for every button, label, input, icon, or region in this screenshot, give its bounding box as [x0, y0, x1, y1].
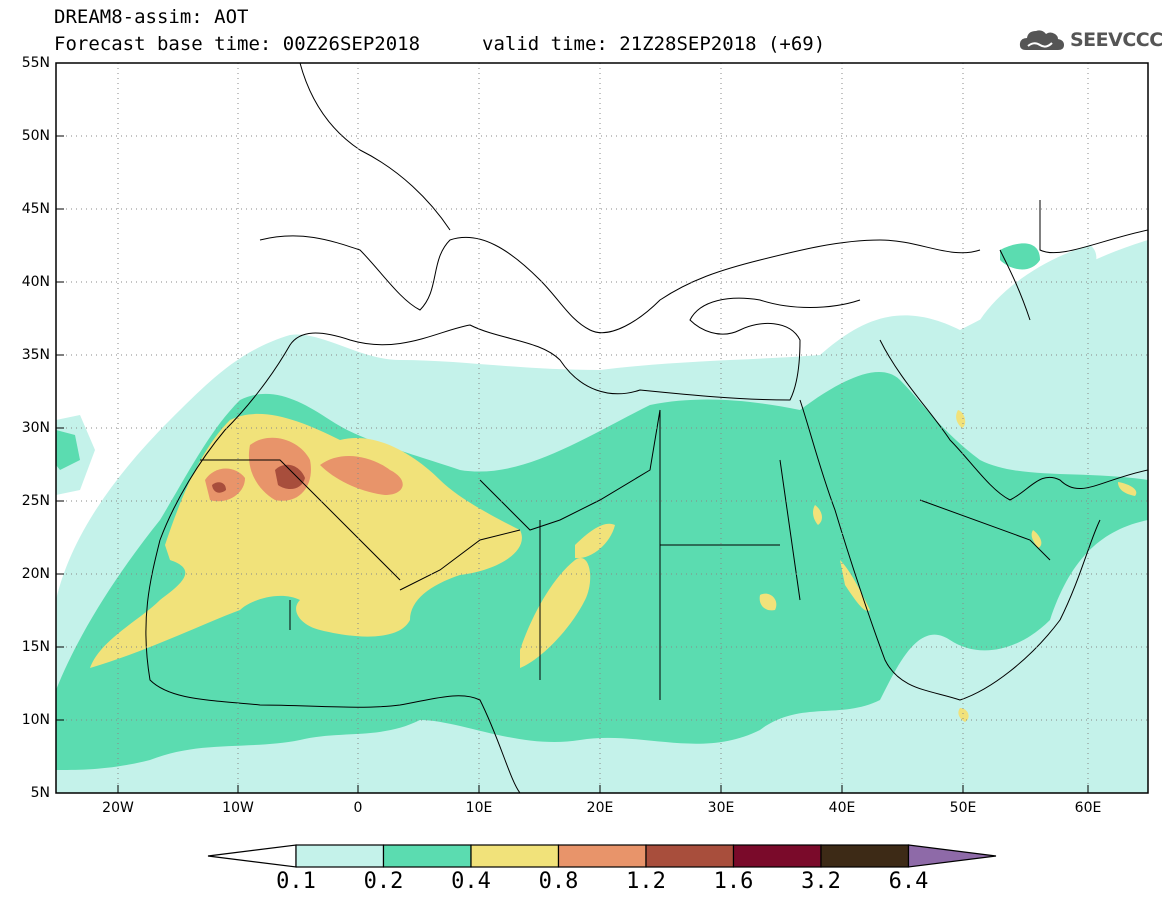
colorbar-label-3.2: 3.2	[801, 869, 841, 894]
lon-label-10e: 10E	[465, 800, 493, 816]
lon-label-50e: 50E	[949, 800, 977, 816]
colorbar-under-arrow	[207, 844, 297, 868]
lon-label-60e: 60E	[1074, 800, 1102, 816]
lat-label-30n: 30N	[21, 420, 50, 436]
colorbar-bin-6	[732, 844, 822, 868]
lat-label-55n: 55N	[21, 55, 50, 71]
logo-text: SEEVCCC	[1070, 29, 1163, 51]
colorbar-label-0.4: 0.4	[451, 869, 491, 894]
lat-label-45n: 45N	[21, 201, 50, 217]
lat-label-25n: 25N	[21, 493, 50, 509]
colorbar-label-6.4: 6.4	[888, 869, 929, 894]
colorbar-bin-1	[295, 844, 385, 868]
title-line-2: Forecast base time: 00Z26SEP2018	[54, 33, 421, 55]
lon-label-20w: 20W	[102, 800, 134, 816]
colorbar-bin-5	[645, 844, 735, 868]
colorbar-over-arrow	[907, 844, 997, 868]
colorbar-bin-7	[820, 844, 910, 868]
colorbar-label-1.6: 1.6	[713, 869, 754, 894]
colorbar-bin-2	[382, 844, 472, 868]
lat-label-5n: 5N	[30, 785, 50, 801]
seevccc-logo: SEEVCCC	[1018, 25, 1163, 55]
colorbar-label-0.8: 0.8	[538, 869, 579, 894]
colorbar-label-0.1: 0.1	[276, 869, 316, 894]
cloud-icon	[1019, 30, 1064, 50]
lat-label-40n: 40N	[21, 274, 50, 290]
aot-field	[56, 240, 1148, 793]
colorbar-bin-3	[470, 844, 560, 868]
lon-label-20e: 20E	[586, 800, 614, 816]
lon-label-0: 0	[353, 800, 363, 816]
colorbar	[207, 844, 997, 868]
lon-label-40e: 40E	[828, 800, 856, 816]
lat-label-50n: 50N	[21, 128, 50, 144]
lat-label-10n: 10N	[21, 712, 50, 728]
lat-label-15n: 15N	[21, 639, 50, 655]
colorbar-label-0.2: 0.2	[363, 869, 404, 894]
colorbar-label-1.2: 1.2	[626, 869, 666, 894]
lat-label-20n: 20N	[21, 566, 50, 582]
lat-label-35n: 35N	[21, 347, 50, 363]
lon-label-30e: 30E	[707, 800, 735, 816]
title-line-3: valid time: 21Z28SEP2018 (+69)	[482, 33, 826, 55]
colorbar-bin-4	[557, 844, 647, 868]
lon-label-10w: 10W	[222, 800, 254, 816]
graticule	[56, 63, 1148, 793]
title-line-1: DREAM8-assim: AOT	[54, 6, 249, 28]
